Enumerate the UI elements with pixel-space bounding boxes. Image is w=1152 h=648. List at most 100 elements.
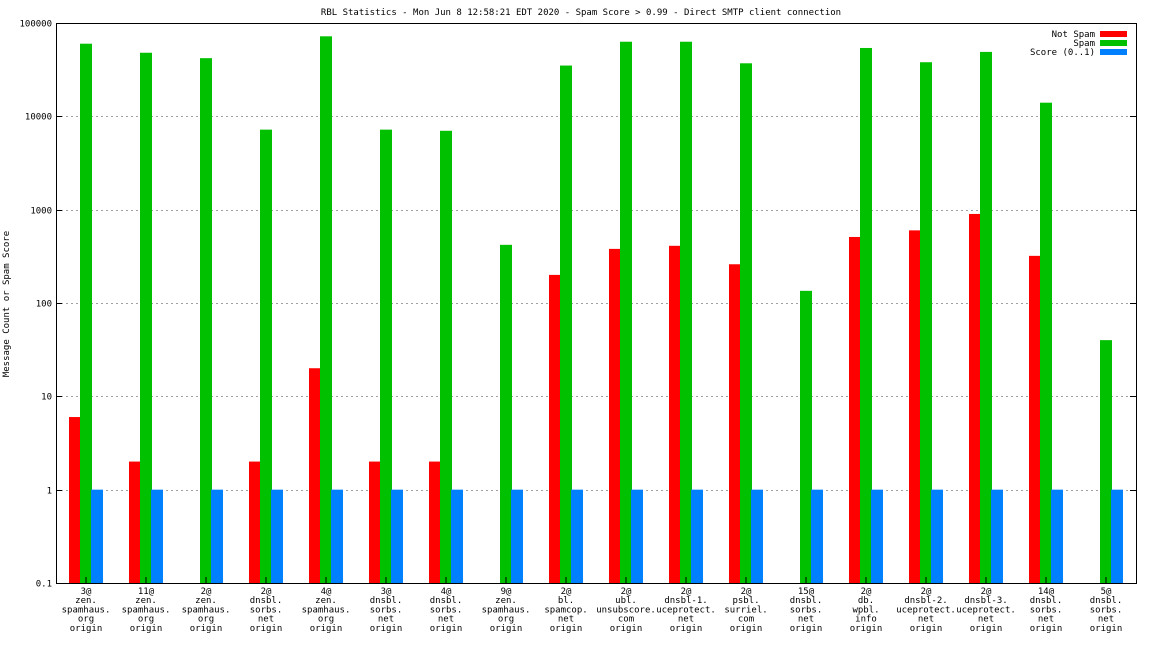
x-category-label: origin — [190, 624, 223, 634]
x-category-label: origin — [70, 624, 103, 634]
x-category-label: psbl. — [732, 596, 759, 606]
bar-spam — [1100, 340, 1112, 583]
legend-swatch — [1100, 40, 1127, 46]
x-category-label: 2@ — [741, 587, 752, 597]
x-category-label: origin — [850, 624, 883, 634]
x-category-label: org — [198, 615, 214, 625]
bar-score-0-1 — [1111, 489, 1123, 583]
bar-score-0-1 — [211, 489, 223, 583]
bar-score-0-1 — [691, 489, 703, 583]
grid-lines — [56, 116, 1136, 491]
bar-score-0-1 — [151, 489, 163, 583]
chart-title: RBL Statistics - Mon Jun 8 12:58:21 EDT … — [321, 8, 841, 18]
bar-spam — [140, 52, 152, 584]
bar-not-spam — [1029, 255, 1041, 583]
bar-spam — [260, 129, 272, 583]
bar-spam — [440, 130, 452, 584]
bar-score-0-1 — [991, 489, 1003, 583]
bar-score-0-1 — [271, 489, 283, 583]
bar-spam — [320, 36, 332, 584]
x-category-label: sorbs. — [370, 605, 403, 615]
y-tick-label: 1 — [47, 487, 52, 497]
x-category-label: spamcop. — [544, 605, 587, 615]
x-category-label: zen. — [315, 596, 337, 606]
bar-not-spam — [909, 230, 921, 583]
legend-swatch — [1100, 31, 1127, 37]
x-category-label: com — [738, 615, 754, 625]
bar-not-spam — [69, 417, 81, 583]
bar-score-0-1 — [391, 489, 403, 583]
bar-not-spam — [669, 245, 681, 584]
bar-spam — [920, 62, 932, 583]
x-category-label: zen. — [135, 596, 157, 606]
x-category-label: origin — [910, 624, 943, 634]
x-category-label: origin — [430, 624, 463, 634]
bar-score-0-1 — [1051, 489, 1063, 583]
x-category-label: sorbs. — [250, 605, 283, 615]
x-category-label: 11@ — [138, 587, 155, 597]
x-category-label: net — [798, 615, 814, 625]
x-category-label: 2@ — [921, 587, 932, 597]
bar-spam — [860, 47, 872, 584]
bar-score-0-1 — [331, 489, 343, 583]
bar-score-0-1 — [571, 489, 583, 583]
plot-frame — [56, 23, 1137, 584]
bar-score-0-1 — [631, 489, 643, 583]
x-category-label: dnsbl. — [790, 596, 823, 606]
x-category-label: 2@ — [861, 587, 872, 597]
x-category-label: dnsbl-2. — [904, 596, 947, 606]
x-category-label: org — [498, 615, 514, 625]
x-category-label: origin — [490, 624, 523, 634]
x-category-label: origin — [550, 624, 583, 634]
bar-spam — [620, 41, 632, 584]
bar-not-spam — [849, 236, 861, 583]
x-category-label: 9@ — [501, 587, 512, 597]
x-category-label: bl. — [558, 596, 574, 606]
bar-not-spam — [309, 368, 321, 583]
x-category-label: dnsbl-3. — [964, 596, 1007, 606]
x-category-label: zen. — [195, 596, 217, 606]
bar-score-0-1 — [91, 489, 103, 583]
bar-not-spam — [249, 461, 261, 583]
bar-score-0-1 — [871, 489, 883, 583]
x-category-label: origin — [730, 624, 763, 634]
x-category-label: 2@ — [681, 587, 692, 597]
x-category-label: net — [1038, 615, 1054, 625]
x-category-label: 2@ — [561, 587, 572, 597]
x-category-label: uceprotect. — [956, 605, 1016, 615]
x-category-label: spamhaus. — [302, 605, 351, 615]
bar-not-spam — [969, 213, 981, 583]
x-category-label: origin — [250, 624, 283, 634]
x-category-label: sorbs. — [1090, 605, 1123, 615]
x-category-label: 4@ — [441, 587, 452, 597]
x-category-label: net — [378, 615, 394, 625]
x-category-label: 2@ — [261, 587, 272, 597]
x-category-label: 3@ — [81, 587, 92, 597]
x-category-label: ubl. — [615, 596, 637, 606]
x-category-label: origin — [970, 624, 1003, 634]
y-tick-label: 1000 — [30, 207, 52, 217]
y-tick-label: 10 — [41, 393, 52, 403]
legend-label: Not Spam — [1052, 30, 1095, 40]
x-category-label: org — [318, 615, 334, 625]
bar-spam — [1040, 102, 1052, 584]
x-category-label: com — [618, 615, 634, 625]
x-category-label: dnsbl. — [370, 596, 403, 606]
x-category-label: origin — [1090, 624, 1123, 634]
x-category-label: net — [558, 615, 574, 625]
x-category-label: unsubscore. — [596, 605, 656, 615]
bar-not-spam — [429, 461, 441, 583]
x-category-label: 2@ — [981, 587, 992, 597]
bar-score-0-1 — [451, 489, 463, 583]
bar-spam — [980, 51, 992, 583]
x-category-label: origin — [790, 624, 823, 634]
y-tick-label: 100 — [36, 300, 52, 310]
x-category-label: sorbs. — [1030, 605, 1063, 615]
x-category-label: 15@ — [798, 587, 815, 597]
bar-not-spam — [369, 461, 381, 583]
x-category-label: dnsbl. — [1090, 596, 1123, 606]
x-axis-categories: 3@zen.spamhaus.orgorigin11@zen.spamhaus.… — [62, 577, 1123, 634]
bar-score-0-1 — [811, 489, 823, 583]
bar-spam — [800, 290, 812, 583]
